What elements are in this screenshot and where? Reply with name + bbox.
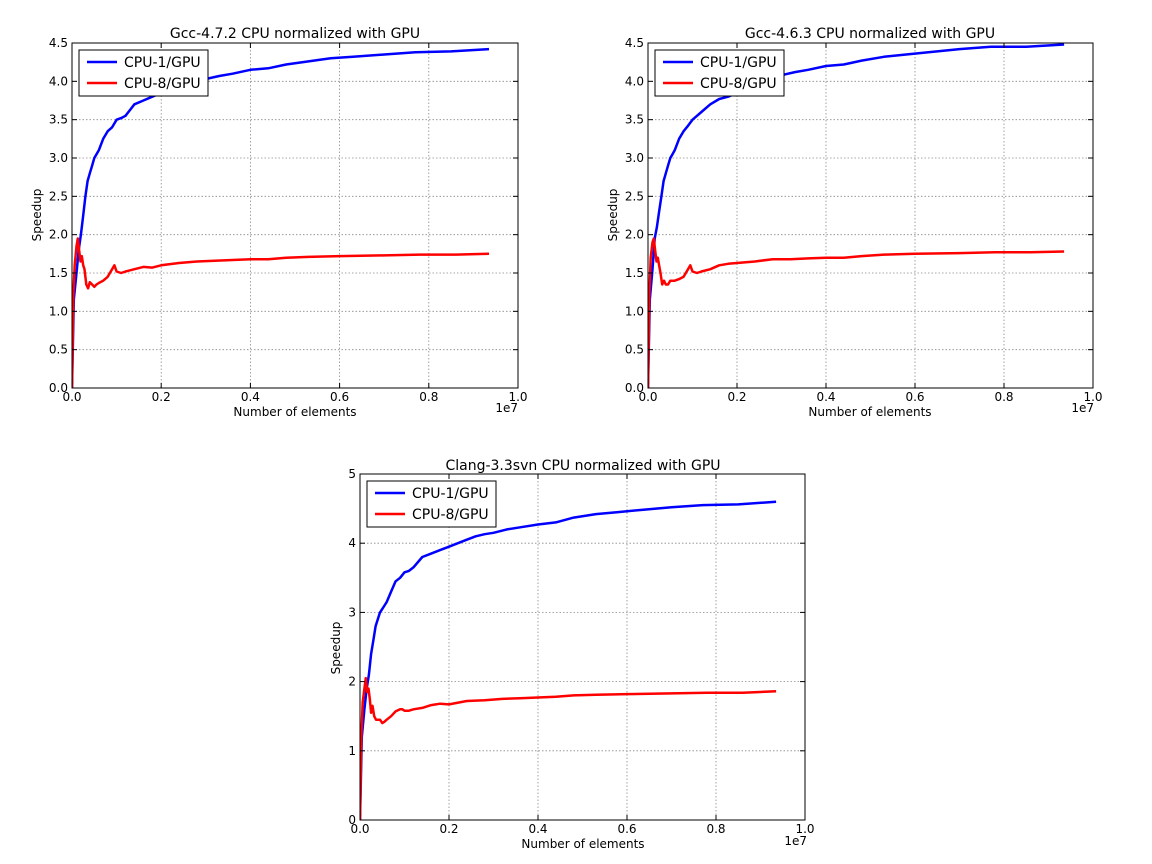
series-line-cpu1 — [72, 47, 490, 388]
chart-clang-33svn: Clang-3.3svn CPU normalized with GPU Num… — [329, 458, 815, 851]
plot-frame — [647, 42, 1094, 389]
x-tick-label: 0.8 — [706, 822, 725, 836]
y-tick-label: 0.0 — [625, 381, 644, 395]
legend-label: CPU-1/GPU — [412, 486, 489, 502]
x-axis-label: Number of elements — [521, 837, 644, 851]
y-tick-label: 2.0 — [49, 228, 68, 242]
legend-box — [366, 480, 497, 528]
chart-gcc-463: Gcc-4.6.3 CPU normalized with GPU Number… — [606, 26, 1103, 419]
legend-box — [654, 49, 785, 97]
y-tick-label: 5 — [348, 467, 356, 481]
y-tick-label: 1.5 — [49, 266, 68, 280]
y-tick-label: 4.5 — [625, 36, 644, 50]
y-tick-label: 1.0 — [625, 304, 644, 318]
y-tick-label: 0.0 — [49, 381, 68, 395]
x-tick-label: 0.8 — [994, 390, 1013, 404]
x-offset-label: 1e7 — [784, 834, 807, 848]
series-line-cpu1 — [648, 43, 1065, 388]
x-tick-label: 0.2 — [152, 390, 171, 404]
x-axis-label: Number of elements — [233, 405, 356, 419]
plot-frame — [71, 42, 519, 389]
legend: CPU-1/GPU CPU-8/GPU — [366, 480, 497, 528]
y-tick-label: 4 — [348, 536, 356, 550]
series-line-cpu8 — [360, 676, 777, 820]
y-tick-label: 2.5 — [49, 189, 68, 203]
series-line-cpu1 — [360, 500, 777, 820]
x-tick-label: 0.8 — [419, 390, 438, 404]
y-axis-label: Speedup — [30, 189, 44, 242]
x-tick-label: 1.0 — [795, 822, 814, 836]
legend-box — [78, 49, 209, 97]
x-tick-label: 1.0 — [508, 390, 527, 404]
x-tick-label: 0.2 — [727, 390, 746, 404]
x-tick-label: 0.6 — [617, 822, 636, 836]
y-tick-label: 2.0 — [625, 228, 644, 242]
y-tick-label: 1.0 — [49, 304, 68, 318]
y-tick-label: 4.5 — [49, 36, 68, 50]
y-tick-label: 3.5 — [49, 113, 68, 127]
x-tick-label: 0.2 — [439, 822, 458, 836]
y-axis-label: Speedup — [329, 622, 343, 675]
y-tick-label: 3.0 — [625, 151, 644, 165]
x-offset-label: 1e7 — [1071, 401, 1094, 415]
x-tick-label: 1.0 — [1083, 390, 1102, 404]
y-axis-label: Speedup — [606, 189, 620, 242]
legend-label: CPU-8/GPU — [412, 507, 489, 523]
x-tick-label: 0.0 — [62, 390, 81, 404]
y-tick-label: 4.0 — [49, 74, 68, 88]
y-tick-label: 0.5 — [625, 343, 644, 357]
x-tick-label: 0.4 — [241, 390, 260, 404]
legend-label: CPU-1/GPU — [124, 55, 201, 71]
x-tick-label: 0.4 — [816, 390, 835, 404]
legend-label: CPU-8/GPU — [124, 76, 201, 92]
y-tick-label: 3.5 — [625, 113, 644, 127]
chart-title: Gcc-4.6.3 CPU normalized with GPU — [745, 26, 995, 42]
y-tick-label: 0.5 — [49, 343, 68, 357]
legend-label: CPU-1/GPU — [700, 55, 777, 71]
x-tick-label: 0.0 — [350, 822, 369, 836]
x-tick-label: 0.4 — [528, 822, 547, 836]
x-axis-label: Number of elements — [808, 405, 931, 419]
y-tick-label: 3.0 — [49, 151, 68, 165]
plot-frame — [359, 473, 806, 821]
legend-label: CPU-8/GPU — [700, 76, 777, 92]
series-line-cpu8 — [648, 237, 1065, 388]
legend: CPU-1/GPU CPU-8/GPU — [654, 49, 785, 97]
y-tick-label: 2 — [348, 675, 356, 689]
y-tick-label: 2.5 — [625, 189, 644, 203]
chart-title: Gcc-4.7.2 CPU normalized with GPU — [170, 26, 420, 42]
y-tick-label: 1.5 — [625, 266, 644, 280]
series-line-cpu8 — [72, 237, 490, 388]
x-tick-label: 0.6 — [905, 390, 924, 404]
x-offset-label: 1e7 — [495, 401, 518, 415]
legend: CPU-1/GPU CPU-8/GPU — [78, 49, 209, 97]
y-tick-label: 3 — [348, 605, 356, 619]
y-tick-label: 1 — [348, 744, 356, 758]
x-tick-label: 0.6 — [330, 390, 349, 404]
chart-gcc-472: Gcc-4.7.2 CPU normalized with GPU Number… — [30, 26, 528, 419]
chart-title: Clang-3.3svn CPU normalized with GPU — [445, 458, 720, 474]
y-tick-label: 0 — [348, 813, 356, 827]
y-tick-label: 4.0 — [625, 74, 644, 88]
x-tick-label: 0.0 — [638, 390, 657, 404]
